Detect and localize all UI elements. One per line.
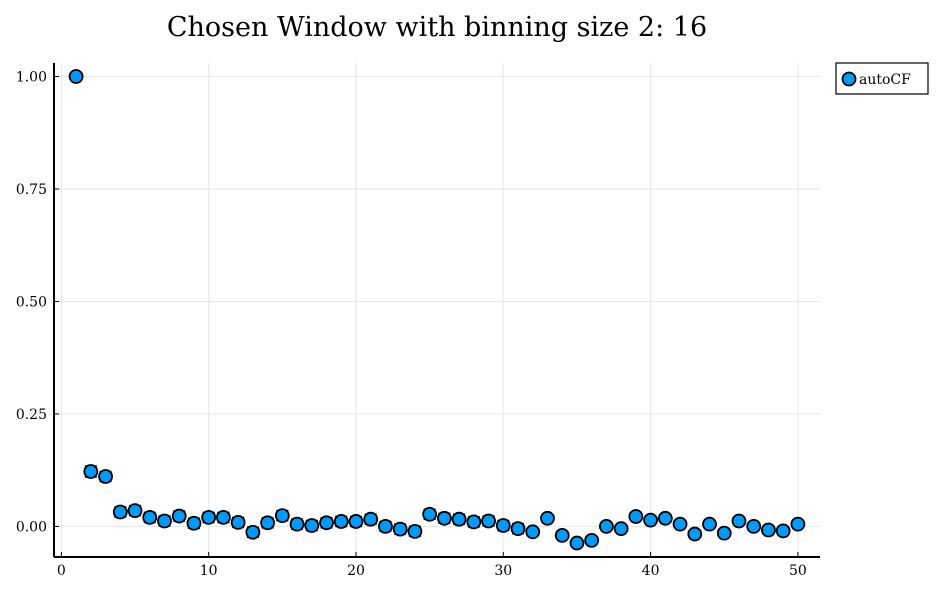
ticks: 0 10 20 30 40 50 0.00 0.25 0.50 0.75 1.00 [16, 69, 807, 579]
data-point [392, 521, 408, 537]
data-point [613, 521, 629, 537]
x-tick-label: 20 [347, 563, 365, 579]
data-point [761, 522, 776, 538]
data-point [716, 525, 732, 541]
data-point [274, 508, 290, 524]
data-point [112, 504, 128, 520]
data-point [378, 519, 393, 534]
data-point [333, 514, 349, 529]
x-tick-label: 30 [494, 563, 512, 579]
data-point [230, 514, 246, 530]
data-point [569, 535, 585, 551]
x-tick-label: 50 [789, 563, 807, 579]
legend: autoCF [835, 62, 929, 95]
y-tick-label: 0.25 [16, 407, 47, 423]
data-point [407, 523, 423, 539]
data-point [466, 514, 482, 530]
chart-title: Chosen Window with binning size 2: 16 [167, 12, 707, 43]
data-point [422, 506, 438, 522]
data-point [319, 515, 334, 531]
legend-label: autoCF [859, 72, 911, 88]
data-point [775, 523, 791, 539]
data-point [657, 510, 673, 526]
data-point [289, 516, 305, 532]
data-point [83, 464, 99, 479]
data-point [98, 469, 113, 484]
data-point [495, 518, 511, 533]
y-tick-label: 0.50 [16, 294, 47, 310]
x-tick-label: 10 [200, 563, 218, 579]
data-point [304, 518, 320, 533]
data-point [127, 503, 143, 519]
data-point [790, 516, 806, 532]
data-point [245, 524, 261, 540]
data-point [525, 524, 541, 540]
y-tick-label: 1.00 [16, 69, 47, 85]
data-point [599, 519, 614, 534]
data-point [436, 510, 452, 526]
data-point [643, 512, 658, 528]
data-point [584, 532, 600, 548]
data-point [216, 510, 231, 525]
axes [53, 63, 820, 558]
data-point [554, 528, 570, 543]
data-point [186, 515, 202, 531]
grid [54, 63, 820, 557]
data-point [731, 513, 747, 529]
data-point [746, 519, 762, 534]
data-point [481, 513, 496, 529]
data-point [672, 516, 688, 532]
x-tick-label: 40 [642, 563, 660, 579]
data-point [540, 510, 555, 526]
data-point [451, 511, 467, 527]
data-point [157, 513, 172, 529]
y-tick-label: 0.00 [16, 519, 47, 535]
data-point [260, 515, 275, 531]
data-point [687, 526, 703, 542]
data-point [363, 511, 379, 527]
data-point [171, 508, 187, 524]
y-tick-label: 0.75 [16, 182, 47, 198]
data-point [628, 509, 644, 524]
data-point [142, 510, 158, 525]
data-point [201, 510, 217, 525]
data-point [510, 521, 526, 537]
legend-marker [841, 71, 857, 87]
data-points [68, 69, 806, 551]
data-point [68, 69, 84, 84]
data-point [702, 516, 717, 532]
x-tick-label: 0 [57, 563, 66, 579]
data-point [348, 514, 364, 529]
